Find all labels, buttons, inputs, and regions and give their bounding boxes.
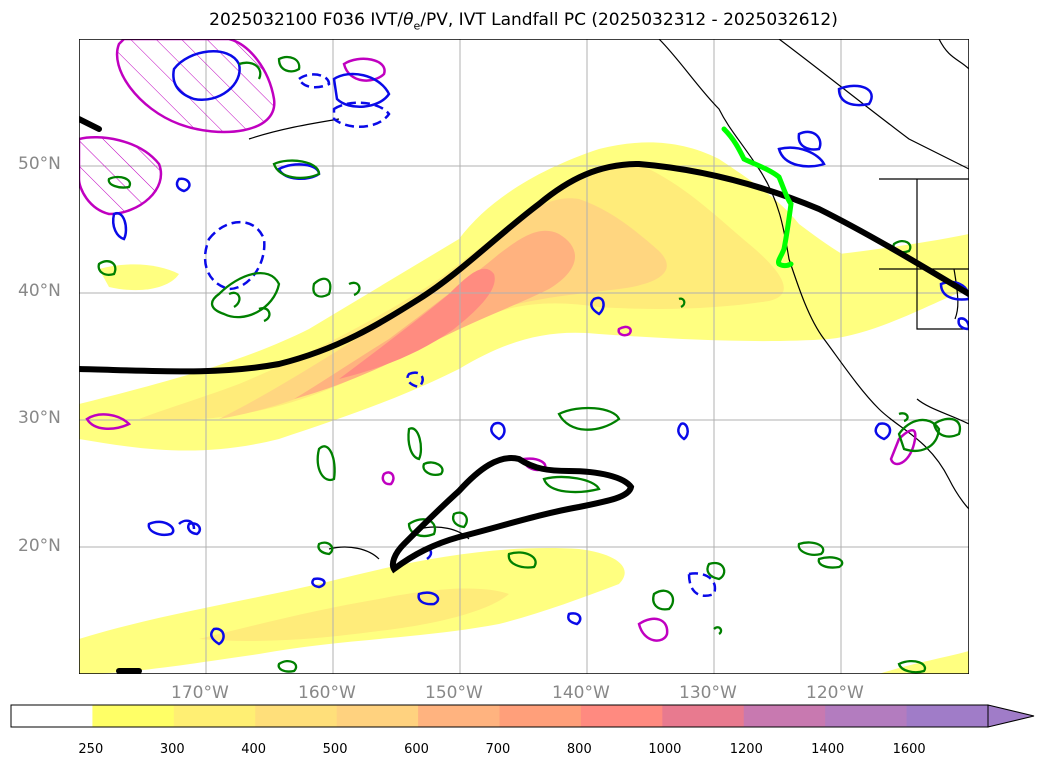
colorbar-tick-label: 1200 [729,742,763,757]
colorbar-cell [418,705,500,727]
theta-e-contours [79,39,917,642]
landfall-path [721,126,794,269]
lon-label-170w: 170°W [171,683,229,703]
colorbar-tick-label: 1400 [811,742,845,757]
colorbar-cell [11,705,93,727]
colorbar-cell [662,705,745,727]
colorbar-tick-label: 700 [485,742,511,757]
lon-label-150w: 150°W [425,683,483,703]
colorbar-cell [906,705,989,727]
figure-title: 2025032100 F036 IVT/θe/PV, IVT Landfall … [209,10,838,33]
colorbar-tick-label: 800 [566,742,592,757]
lon-label-120w: 120°W [806,683,864,703]
colorbar-cell [92,705,175,727]
colorbar-cell [173,705,256,727]
lat-label-20n: 20°N [18,536,61,556]
ivt-south-inner [199,588,509,642]
colorbar-tick-label: 250 [78,742,104,757]
pv-dashed-contours [203,73,717,598]
lat-label-50n: 50°N [18,154,61,174]
colorbar-cell [825,705,908,727]
lon-label-160w: 160°W [298,683,356,703]
ivt-800-region [339,268,495,379]
pv-negative-contours [97,55,962,674]
colorbar-extend-arrow [987,704,1035,728]
lon-label-130w: 130°W [679,683,737,703]
colorbar-tick-label: 400 [241,742,267,757]
map-panel [79,39,969,674]
colorbar-cell [580,705,663,727]
lat-label-40n: 40°N [18,281,61,301]
colorbar-tick-label: 1600 [892,742,926,757]
colorbar-cell [743,705,826,727]
colorbar-tick-label: 300 [159,742,185,757]
coastlines [248,39,969,560]
ivt-west-region [99,264,179,291]
jet-axis [79,116,969,674]
colorbar-tick-label: 600 [404,742,429,757]
lat-label-30n: 30°N [18,408,61,428]
colorbar-cell [255,705,338,727]
colorbar-tick-label: 1000 [648,742,682,757]
colorbar-tick-label: 500 [322,742,348,757]
colorbar [10,704,1035,728]
colorbar-cell [336,705,419,727]
lon-label-140w: 140°W [552,683,610,703]
colorbar-cell [499,705,582,727]
